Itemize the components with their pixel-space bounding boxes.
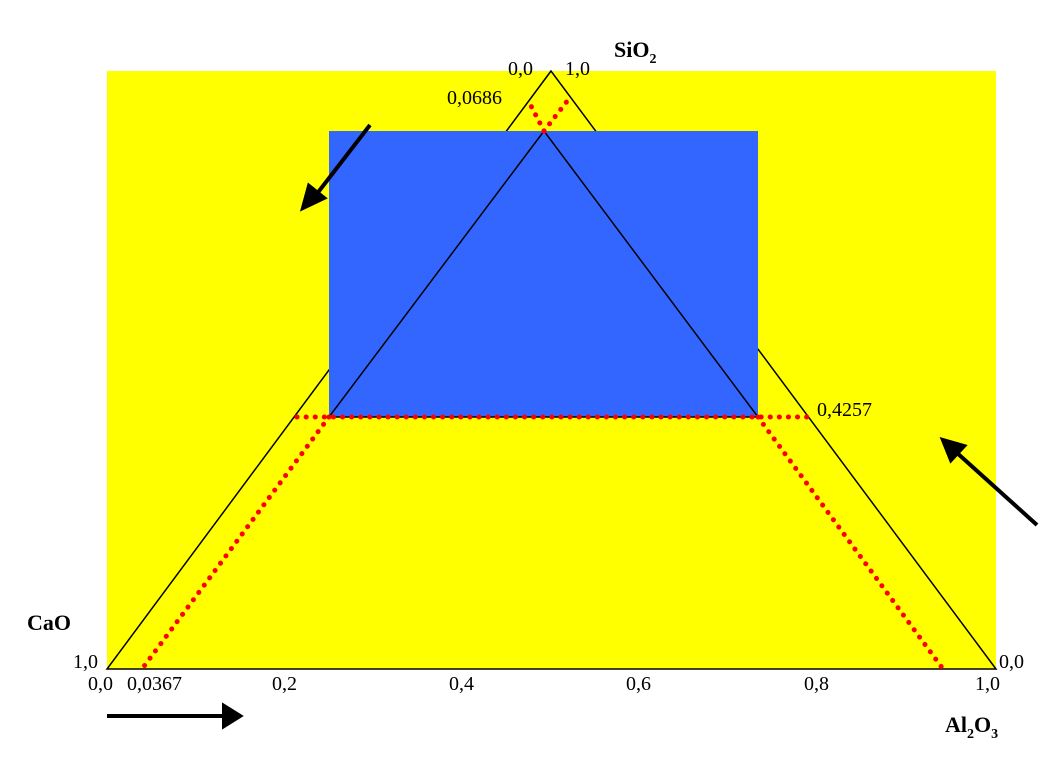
guide-top-value: 0,0686 (447, 87, 502, 109)
guide-right-value: 0,4257 (817, 399, 872, 421)
arrow-right-edge-icon (939, 436, 968, 464)
guide-right-diagonal (755, 414, 946, 672)
dotted-guide-lines (139, 97, 946, 672)
vertex-left-value: 1,0 (73, 651, 98, 673)
tick-label: 0,8 (804, 673, 829, 695)
tick-label: 0,0367 (127, 673, 182, 695)
tick-label: 0,6 (626, 673, 651, 695)
arrow-left-edge-icon (299, 182, 328, 212)
guide-left-diagonal (139, 414, 332, 672)
label-sio2: SiO2 (614, 37, 656, 67)
guide-top-left (525, 97, 547, 134)
direction-arrows (107, 123, 1039, 730)
vertex-right-value: 0,0 (999, 651, 1024, 673)
tick-label: 0,4 (449, 673, 474, 695)
label-cao: CaO (27, 610, 71, 635)
vertex-top-right-value: 1,0 (565, 58, 590, 80)
tick-label: 0,2 (272, 673, 297, 695)
tick-label: 1,0 (975, 673, 1000, 695)
vertex-top-left-value: 0,0 (508, 58, 533, 80)
guide-top-right (541, 97, 571, 134)
arrow-bottom-axis-icon (222, 702, 244, 730)
label-al2o3: Al2O3 (945, 712, 998, 742)
tick-label: 0,0 (88, 673, 113, 695)
blue-highlight-region (329, 131, 758, 417)
